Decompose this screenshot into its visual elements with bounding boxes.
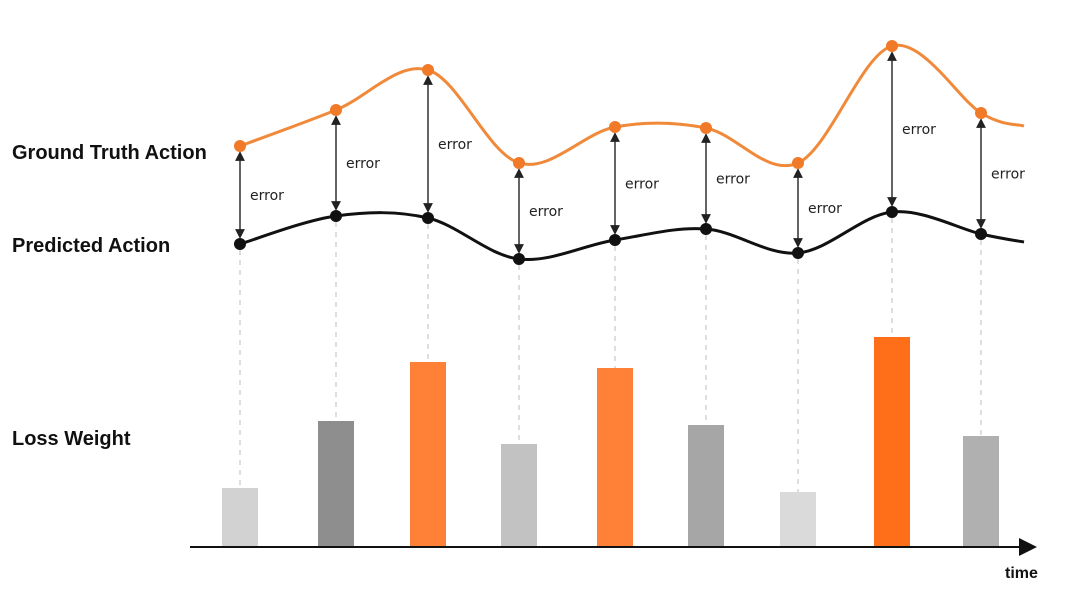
predicted-point [513,253,525,265]
predicted-point [234,238,246,250]
ground-truth-point [886,40,898,52]
ground-truth-curve [239,43,1025,167]
ground-truth-point [609,121,621,133]
ground-truth-point [422,64,434,76]
loss-weight-bar [318,421,354,547]
ground-truth-point [330,104,342,116]
predicted-action-label: Predicted Action [12,235,170,257]
time-axis-label: time [1005,565,1038,582]
loss-weight-bar [501,444,537,547]
loss-weight-bar [222,488,258,547]
loss-weight-bar [874,337,910,547]
error-label: error [902,122,936,138]
ground-truth-point [700,122,712,134]
error-label: error [438,137,472,153]
error-label: error [808,201,842,217]
error-label: error [716,172,750,188]
predicted-point [700,223,712,235]
ground-truth-point [234,140,246,152]
curve-points [234,40,987,265]
predicted-curve [239,210,1025,262]
loss-weight-bar [963,436,999,547]
ground-truth-point [792,157,804,169]
predicted-point [422,212,434,224]
loss-weight-bar [597,368,633,547]
loss-weight-bar [410,362,446,547]
ground-truth-point [513,157,525,169]
ground-truth-label: Ground Truth Action [12,142,207,164]
loss-weight-bar [780,492,816,547]
loss-weight-bars [222,337,999,547]
error-label: error [991,167,1025,183]
error-label: error [625,177,659,193]
predicted-point [975,228,987,240]
predicted-point [330,210,342,222]
error-arrows: error error error error error error error error… [235,51,1025,254]
predicted-point [609,234,621,246]
loss-weight-label: Loss Weight [12,428,131,450]
predicted-point [886,206,898,218]
error-label: error [346,156,380,172]
error-label: error [250,188,284,204]
ground-truth-point [975,107,987,119]
guide-lines [239,218,982,492]
loss-weight-bar [688,425,724,547]
error-label: error [529,204,563,220]
predicted-point [792,247,804,259]
